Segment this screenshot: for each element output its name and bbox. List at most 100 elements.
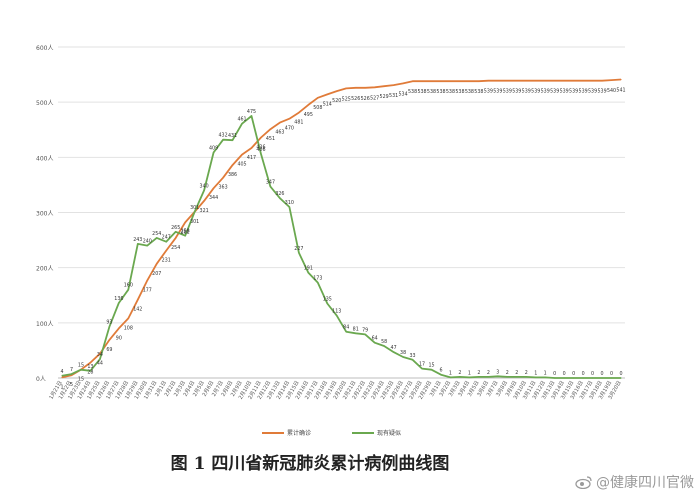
cumulative-data-label: 538 [465, 89, 474, 95]
suspected-data-label: 4 [60, 369, 63, 375]
suspected-data-label: 265 [171, 225, 180, 231]
suspected-point [411, 359, 414, 361]
suspected-data-label: 326 [275, 191, 284, 197]
suspected-point [620, 377, 622, 379]
cumulative-point [118, 327, 120, 329]
suspected-point [61, 375, 63, 377]
suspected-point [184, 235, 186, 237]
suspected-point [99, 358, 101, 360]
cumulative-point [411, 80, 414, 82]
cumulative-data-label: 538 [474, 89, 483, 95]
suspected-data-label: 0 [553, 371, 556, 377]
cumulative-data-label: 538 [408, 89, 417, 95]
suspected-point [430, 369, 433, 371]
suspected-point [269, 185, 272, 188]
suspected-data-label: 1 [544, 370, 547, 376]
suspected-point [118, 302, 120, 304]
suspected-data-label: 247 [162, 235, 171, 241]
cumulative-data-label: 344 [209, 195, 218, 201]
suspected-data-label: 240 [143, 239, 152, 245]
chart-series [61, 78, 622, 379]
cumulative-data-label: 282 [181, 229, 190, 235]
suspected-data-label: 310 [285, 200, 294, 206]
suspected-point [374, 342, 376, 344]
cumulative-data-label: 526 [351, 96, 360, 102]
cumulative-point [231, 164, 234, 166]
suspected-data-label: 38 [400, 350, 406, 356]
suspected-data-label: 17 [419, 362, 425, 368]
suspected-point [108, 326, 110, 328]
suspected-point [497, 375, 499, 377]
cumulative-data-label: 301 [190, 219, 199, 225]
cumulative-point [478, 80, 480, 82]
suspected-data-label: 2 [506, 370, 509, 376]
suspected-data-label: 6 [439, 368, 442, 374]
suspected-data-label: 1 [468, 370, 471, 376]
cumulative-data-label: 177 [143, 287, 152, 293]
cumulative-point [355, 87, 357, 89]
cumulative-point [506, 80, 508, 82]
suspected-point [440, 374, 442, 376]
cumulative-data-label: 529 [380, 94, 389, 100]
suspected-data-label: 34 [97, 352, 103, 358]
suspected-point [165, 241, 167, 243]
cumulative-point [497, 80, 499, 82]
suspected-data-label: 84 [343, 325, 349, 331]
suspected-point [535, 376, 537, 379]
cumulative-point [222, 177, 224, 179]
cumulative-point [288, 118, 290, 120]
cumulative-data-label: 108 [124, 325, 133, 331]
suspected-point [288, 206, 290, 208]
cumulative-data-label: 142 [133, 307, 142, 313]
suspected-point [80, 369, 82, 371]
suspected-point [544, 376, 546, 379]
cumulative-data-label: 539 [522, 89, 531, 95]
cumulative-data-label: 534 [399, 91, 408, 97]
cumulative-data-label: 539 [550, 89, 559, 95]
cumulative-point [345, 87, 347, 89]
cumulative-data-label: 481 [294, 120, 303, 126]
suspected-data-label: 0 [572, 371, 575, 377]
cumulative-data-label: 538 [436, 89, 445, 95]
suspected-point [250, 115, 253, 117]
cumulative-data-label: 539 [531, 89, 540, 95]
y-tick-label: 300人 [36, 211, 53, 218]
cumulative-case-line-chart: 0人 100人 200人 300人 400人 500人 600人 1月21日1月22日1月2… [36, 45, 626, 437]
suspected-point [355, 332, 357, 334]
suspected-data-label: 0 [610, 371, 613, 377]
suspected-point [231, 139, 234, 141]
cumulative-data-label: 69 [106, 347, 112, 353]
suspected-data-label: 301 [190, 205, 199, 211]
suspected-point [203, 189, 205, 192]
cumulative-point [108, 339, 110, 341]
suspected-point [317, 281, 319, 284]
cumulative-data-label: 386 [228, 172, 237, 178]
cumulative-point [61, 376, 63, 379]
cumulative-point [184, 221, 186, 224]
suspected-point [307, 272, 309, 274]
cumulative-point [279, 121, 281, 124]
cumulative-point [326, 93, 328, 96]
suspected-data-label: 15 [78, 363, 84, 369]
suspected-data-label: 81 [353, 326, 359, 332]
cumulative-point [250, 147, 253, 149]
suspected-data-label: 191 [304, 266, 313, 272]
suspected-point [212, 151, 215, 153]
cumulative-data-label: 539 [493, 89, 502, 95]
suspected-data-label: 0 [619, 371, 622, 377]
cumulative-point [393, 84, 395, 86]
suspected-data-label: 254 [152, 231, 161, 237]
cumulative-point [203, 200, 205, 202]
suspected-point [478, 376, 480, 378]
suspected-point [298, 252, 300, 254]
cumulative-point [336, 90, 338, 92]
cumulative-data-label: 520 [332, 98, 341, 104]
suspected-data-label: 7 [70, 367, 73, 373]
existing-suspected-line [61, 115, 621, 379]
chart-legend: 累计确诊 现有疑似 [262, 429, 401, 437]
cumulative-data-label: 525 [342, 96, 351, 102]
suspected-point [364, 333, 366, 336]
cumulative-data-label: 527 [370, 95, 379, 101]
y-tick-label: 600人 [36, 45, 53, 52]
cumulative-point [610, 79, 613, 81]
